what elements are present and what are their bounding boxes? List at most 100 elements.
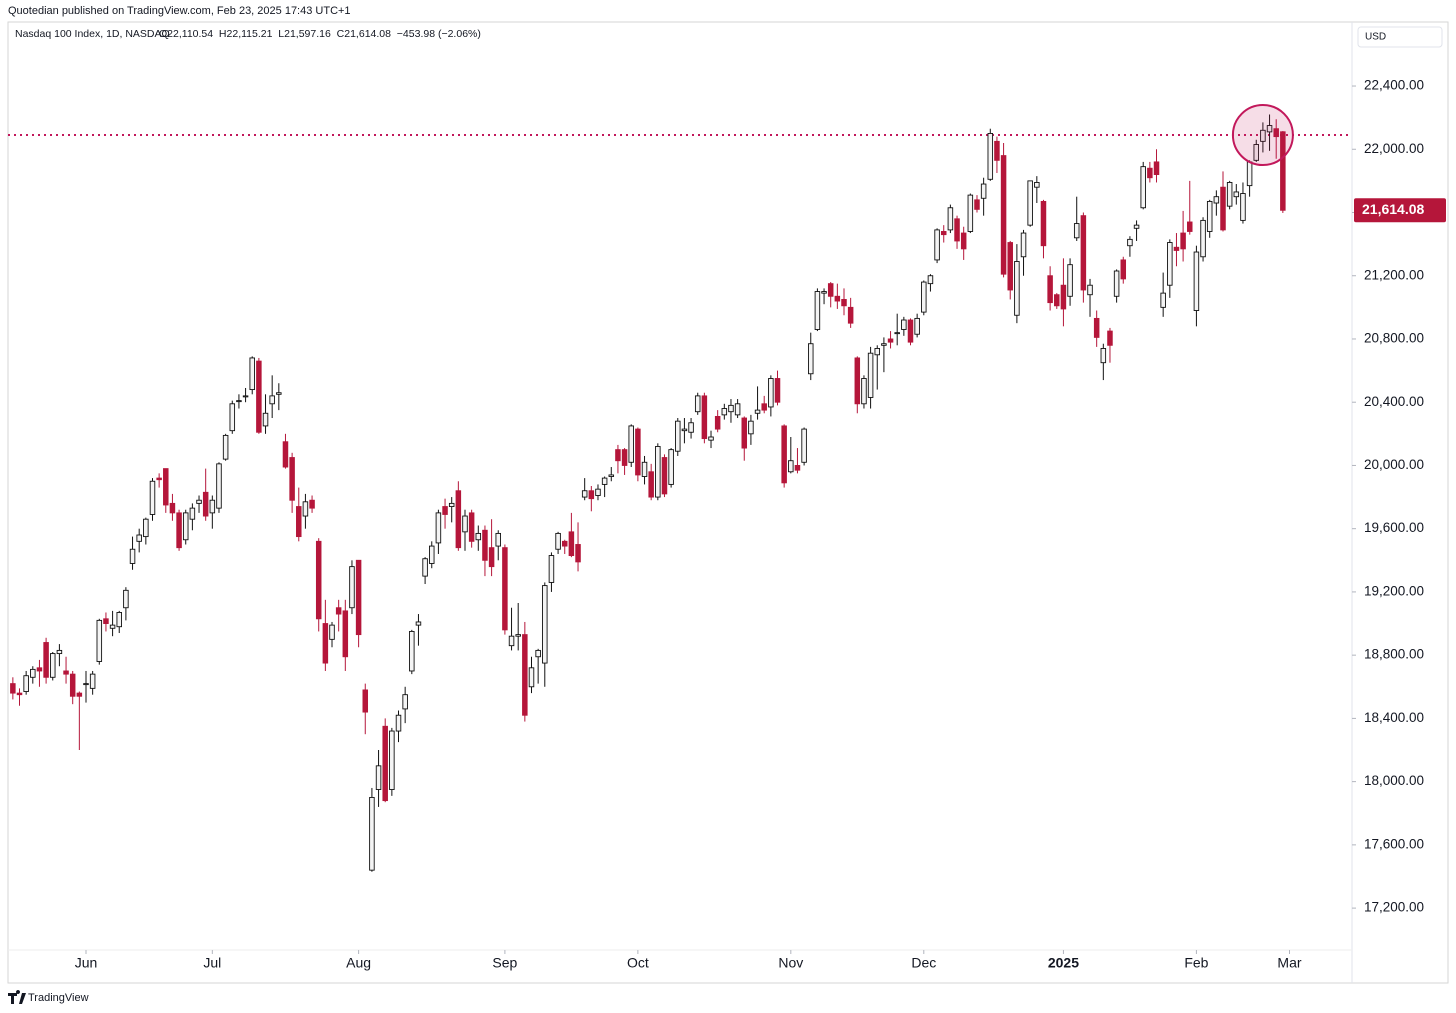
candle-body (1020, 232, 1027, 258)
candle-body (322, 623, 329, 664)
candle-body (169, 502, 176, 514)
candle-body (927, 275, 934, 285)
candle-body (229, 403, 236, 432)
candle-body (103, 618, 109, 624)
candle-body (788, 460, 794, 473)
candle-body (901, 319, 907, 330)
candle-body (801, 428, 807, 463)
candle-body (641, 461, 648, 477)
candle-body (694, 395, 701, 413)
last-price-box (1354, 198, 1446, 223)
candle-body (628, 425, 634, 463)
candle-body (236, 400, 242, 403)
candle-body (76, 692, 83, 697)
candle-body (435, 512, 442, 544)
candle-body (349, 566, 355, 609)
y-tick-label: 20,800.00 (1364, 331, 1424, 346)
candle-body (728, 404, 734, 413)
y-tick-label: 20,000.00 (1364, 457, 1424, 472)
candle-body (163, 468, 169, 506)
candle-body (1266, 125, 1273, 133)
candle-body (262, 412, 269, 427)
candle-body (276, 392, 282, 395)
candle-body (768, 378, 774, 408)
candle-body (1000, 155, 1007, 275)
candle-body (409, 630, 415, 672)
candle-body (1100, 348, 1107, 364)
candle-body (615, 449, 621, 462)
candle-body (1260, 129, 1266, 142)
x-tick-label: Aug (346, 955, 371, 971)
candle-body (1120, 259, 1127, 280)
candle-body (1107, 330, 1113, 346)
y-tick-label: 19,600.00 (1364, 520, 1424, 535)
candle-body (89, 673, 96, 689)
candle-body (960, 232, 967, 250)
candle-body (123, 589, 129, 609)
candle-body (1280, 131, 1286, 211)
candle-body (1047, 275, 1053, 304)
candle-body (362, 689, 369, 713)
candle-body (69, 673, 76, 697)
candle-body (555, 532, 561, 550)
candle-body (1060, 284, 1067, 310)
candle-body (1180, 232, 1186, 250)
candle-body (675, 420, 681, 452)
candle-body (714, 415, 721, 430)
candle-body (10, 683, 16, 694)
candle-body (442, 506, 448, 515)
candle-body (854, 357, 861, 405)
candle-body (189, 507, 196, 520)
candle-body (375, 765, 382, 790)
candle-body (847, 306, 854, 324)
candle-body (814, 291, 821, 330)
currency-box[interactable] (1357, 26, 1443, 48)
candle-body (1200, 219, 1206, 258)
candle-body (947, 207, 954, 231)
candle-body (1213, 196, 1220, 204)
candle-body (256, 360, 262, 433)
candle-body (1246, 161, 1253, 187)
candle-body (508, 635, 515, 647)
candle-body (542, 585, 548, 664)
candle-body (841, 299, 847, 307)
brand-name: TradingView (28, 992, 89, 1004)
candle-body (834, 295, 841, 302)
x-tick-label: Mar (1277, 955, 1301, 971)
candle-body (16, 692, 23, 696)
candle-body (30, 668, 36, 678)
candle-body (402, 694, 408, 710)
candle-body (242, 395, 249, 398)
candle-body (914, 317, 920, 335)
candle-body (23, 675, 29, 692)
candle-body (794, 464, 801, 471)
candle-body (389, 730, 395, 790)
brand-logo (8, 990, 26, 1004)
candle-body (774, 378, 781, 403)
y-tick-label: 18,400.00 (1364, 710, 1424, 725)
candle-body (462, 515, 468, 533)
candle-body (648, 471, 654, 498)
candle-body (1173, 246, 1180, 251)
candle-body (940, 231, 947, 236)
candle-body (721, 408, 728, 416)
candle-body (302, 501, 309, 517)
candle-body (143, 518, 149, 538)
candle-body (355, 559, 362, 636)
candle-body (1193, 251, 1200, 311)
candle-body (575, 544, 581, 563)
candle-body (209, 499, 216, 514)
candle-body (515, 634, 521, 637)
candle-body (688, 422, 694, 433)
candle-body (894, 332, 900, 335)
candle-body (335, 607, 342, 615)
currency-label[interactable]: USD (1365, 32, 1386, 43)
candle-body (1014, 261, 1020, 316)
y-tick-label: 18,000.00 (1364, 773, 1424, 788)
candle-body (109, 624, 116, 629)
candle-body (49, 653, 56, 678)
candle-body (1206, 200, 1213, 232)
candle-body (867, 352, 874, 398)
candle-body (395, 714, 402, 732)
